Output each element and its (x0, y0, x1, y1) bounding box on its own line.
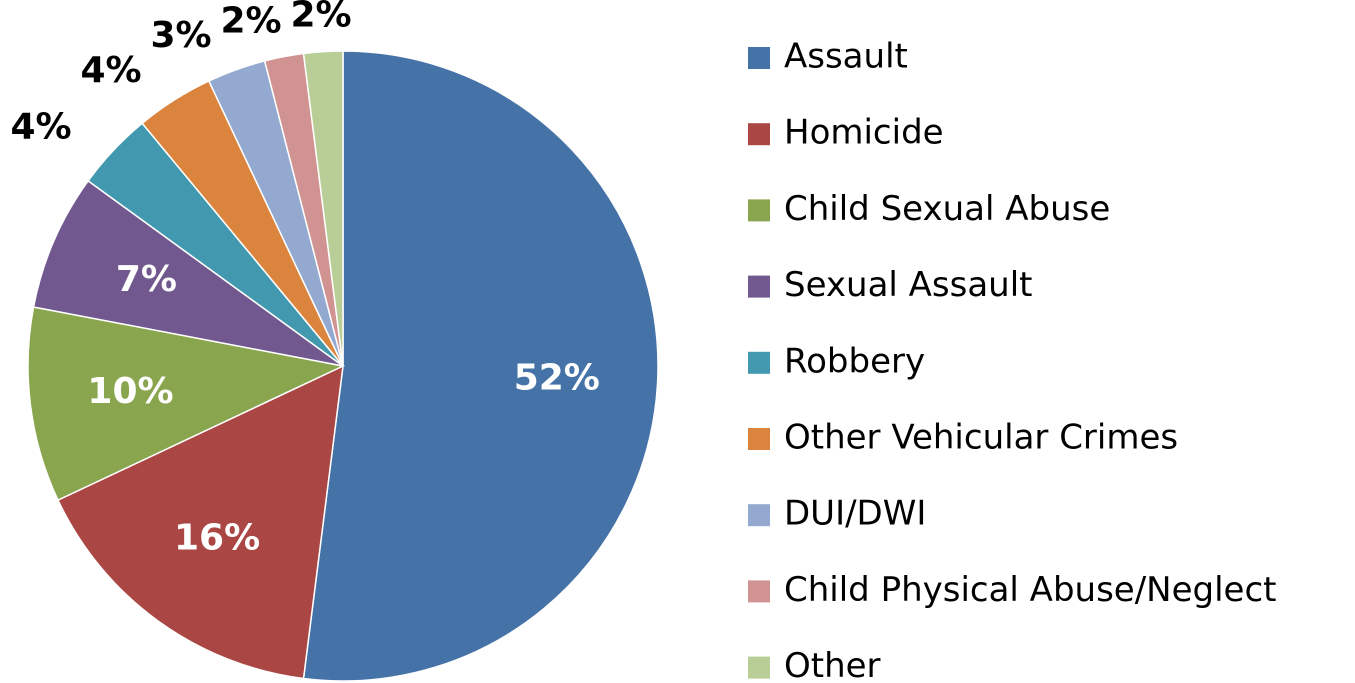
legend-swatch (748, 123, 770, 146)
legend-label: Child Sexual Abuse (784, 189, 1110, 229)
legend-swatch (748, 580, 770, 603)
data-label: 4% (80, 50, 141, 91)
legend-swatch (748, 199, 770, 222)
legend-swatch (748, 428, 770, 450)
data-label: 2% (290, 0, 351, 36)
pie-slice (302, 50, 344, 367)
legend-label: DUI/DWI (784, 494, 926, 534)
legend-label: Homicide (784, 113, 944, 153)
legend-label: Other (784, 646, 881, 683)
data-label: 4% (10, 107, 71, 148)
legend-swatch (748, 656, 770, 679)
legend-swatch (748, 504, 770, 527)
pie-slice (302, 50, 659, 682)
data-label: 10% (87, 371, 173, 412)
pie-slice (27, 306, 346, 502)
legend-swatch (748, 351, 770, 374)
legend-swatch (748, 275, 770, 298)
data-label: 52% (514, 357, 600, 398)
legend-label: Sexual Assault (784, 265, 1033, 305)
legend-label: Child Physical Abuse/Neglect (784, 570, 1277, 610)
data-label: 7% (116, 259, 177, 300)
legend-label: Robbery (784, 341, 925, 381)
pie-slice (32, 179, 344, 367)
data-label: 3% (150, 15, 211, 56)
legend-swatch (748, 47, 770, 69)
data-label: 2% (220, 0, 281, 41)
legend-label: Assault (784, 37, 908, 77)
legend-label: Other Vehicular Crimes (784, 418, 1178, 458)
pie-slice (56, 364, 344, 680)
data-label: 16% (174, 517, 260, 558)
